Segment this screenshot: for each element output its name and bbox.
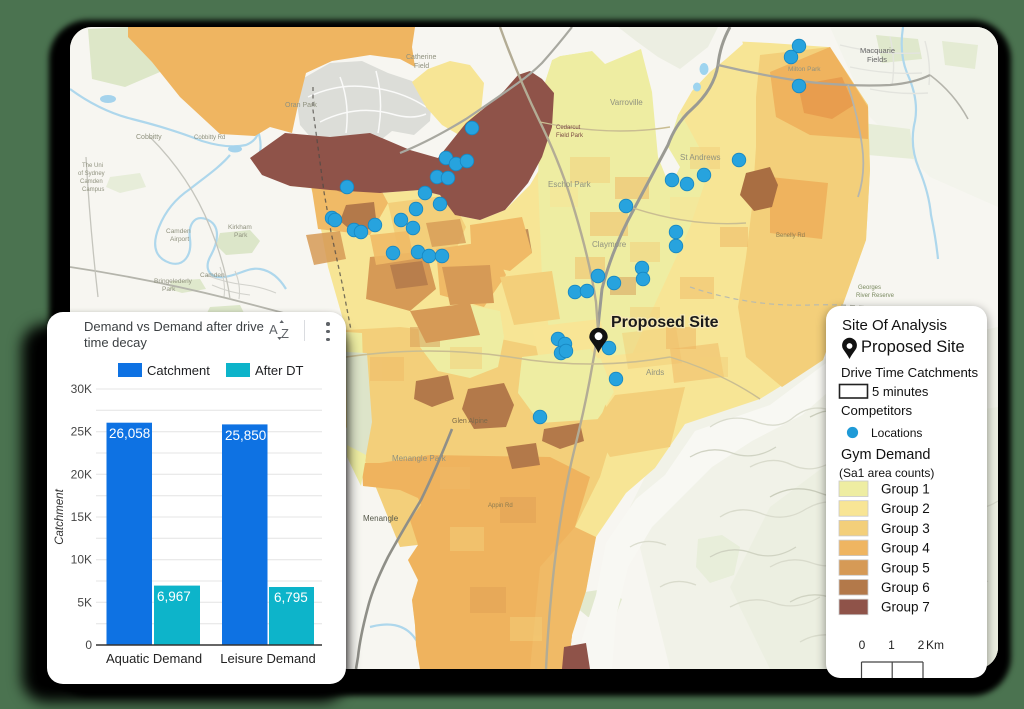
svg-text:20K: 20K bbox=[71, 467, 92, 481]
svg-text:Catchment: Catchment bbox=[54, 488, 66, 544]
svg-text:Aquatic Demand: Aquatic Demand bbox=[106, 651, 202, 666]
svg-text:Cedarcut: Cedarcut bbox=[556, 125, 581, 131]
svg-text:Cobbitty: Cobbitty bbox=[136, 134, 162, 141]
svg-text:Camden: Camden bbox=[80, 179, 103, 185]
svg-text:Cobbitty Rd: Cobbitty Rd bbox=[194, 135, 225, 141]
svg-text:Georges: Georges bbox=[858, 285, 881, 291]
svg-text:26,058: 26,058 bbox=[109, 426, 150, 441]
svg-text:Proposed Site: Proposed Site bbox=[611, 314, 719, 331]
svg-text:Field Park: Field Park bbox=[556, 133, 584, 139]
svg-text:Leisure Demand: Leisure Demand bbox=[220, 651, 315, 666]
svg-text:of Sydney: of Sydney bbox=[78, 171, 105, 177]
svg-text:Camden: Camden bbox=[200, 272, 225, 279]
svg-text:Milton Park: Milton Park bbox=[788, 66, 821, 73]
svg-text:Airport: Airport bbox=[170, 236, 189, 243]
svg-text:Park: Park bbox=[234, 232, 248, 239]
svg-text:St Andrews: St Andrews bbox=[680, 153, 720, 162]
svg-text:Airds: Airds bbox=[646, 368, 664, 377]
svg-text:1: 1 bbox=[888, 638, 895, 652]
svg-text:Proposed Site: Proposed Site bbox=[861, 338, 965, 356]
svg-text:Group 3: Group 3 bbox=[881, 521, 930, 536]
svg-text:25K: 25K bbox=[71, 425, 92, 439]
svg-text:Group 6: Group 6 bbox=[881, 580, 930, 595]
svg-text:Catherine: Catherine bbox=[406, 54, 436, 61]
svg-text:River Reserve: River Reserve bbox=[856, 293, 895, 299]
svg-text:Park: Park bbox=[162, 286, 176, 293]
svg-text:0: 0 bbox=[85, 638, 92, 652]
svg-text:2: 2 bbox=[918, 638, 925, 652]
svg-text:Group 2: Group 2 bbox=[881, 501, 930, 516]
svg-text:6,795: 6,795 bbox=[274, 590, 308, 605]
svg-text:Camden: Camden bbox=[166, 228, 191, 235]
svg-text:After DT: After DT bbox=[255, 363, 303, 378]
svg-text:Eschol Park: Eschol Park bbox=[548, 180, 592, 189]
svg-text:Claymore: Claymore bbox=[592, 240, 627, 249]
svg-text:5 minutes: 5 minutes bbox=[872, 384, 929, 399]
svg-text:Menangle Park: Menangle Park bbox=[392, 454, 447, 463]
svg-text:Bringelederly: Bringelederly bbox=[154, 278, 193, 285]
svg-text:Macquarie: Macquarie bbox=[860, 46, 895, 55]
svg-text:Menangle: Menangle bbox=[363, 514, 399, 523]
svg-text:Kirkham: Kirkham bbox=[228, 224, 252, 231]
svg-text:A: A bbox=[269, 322, 278, 337]
svg-text:Group 7: Group 7 bbox=[881, 600, 930, 615]
svg-text:Benelly Rd: Benelly Rd bbox=[776, 233, 805, 239]
svg-text:25,850: 25,850 bbox=[225, 428, 266, 443]
svg-text:Appin Rd: Appin Rd bbox=[488, 503, 513, 509]
svg-text:Km: Km bbox=[926, 638, 944, 652]
svg-text:10K: 10K bbox=[71, 553, 92, 567]
svg-text:Glen Alpine: Glen Alpine bbox=[452, 418, 488, 425]
svg-text:The Uni: The Uni bbox=[82, 163, 103, 169]
svg-text:Field: Field bbox=[414, 63, 429, 70]
svg-text:15K: 15K bbox=[71, 510, 92, 524]
svg-text:(Sa1 area counts): (Sa1 area counts) bbox=[839, 466, 934, 480]
svg-text:Drive Time Catchments: Drive Time Catchments bbox=[841, 365, 978, 380]
svg-text:Site Of Analysis: Site Of Analysis bbox=[842, 317, 947, 334]
svg-text:Gym Demand: Gym Demand bbox=[841, 447, 930, 463]
svg-text:Oran Park: Oran Park bbox=[285, 102, 317, 109]
svg-text:Group 1: Group 1 bbox=[881, 482, 930, 497]
svg-text:5K: 5K bbox=[77, 595, 92, 609]
svg-text:Group 4: Group 4 bbox=[881, 541, 930, 556]
svg-text:30K: 30K bbox=[71, 382, 92, 396]
svg-text:6,967: 6,967 bbox=[157, 589, 191, 604]
svg-text:Varroville: Varroville bbox=[610, 98, 643, 107]
svg-text:Z: Z bbox=[281, 326, 289, 341]
svg-text:Competitors: Competitors bbox=[841, 403, 912, 418]
svg-text:0: 0 bbox=[859, 638, 866, 652]
svg-text:Catchment: Catchment bbox=[147, 363, 210, 378]
svg-text:Fields: Fields bbox=[867, 55, 887, 64]
svg-text:Locations: Locations bbox=[871, 426, 922, 440]
svg-text:Campus: Campus bbox=[82, 187, 104, 193]
svg-text:Group 5: Group 5 bbox=[881, 560, 930, 575]
